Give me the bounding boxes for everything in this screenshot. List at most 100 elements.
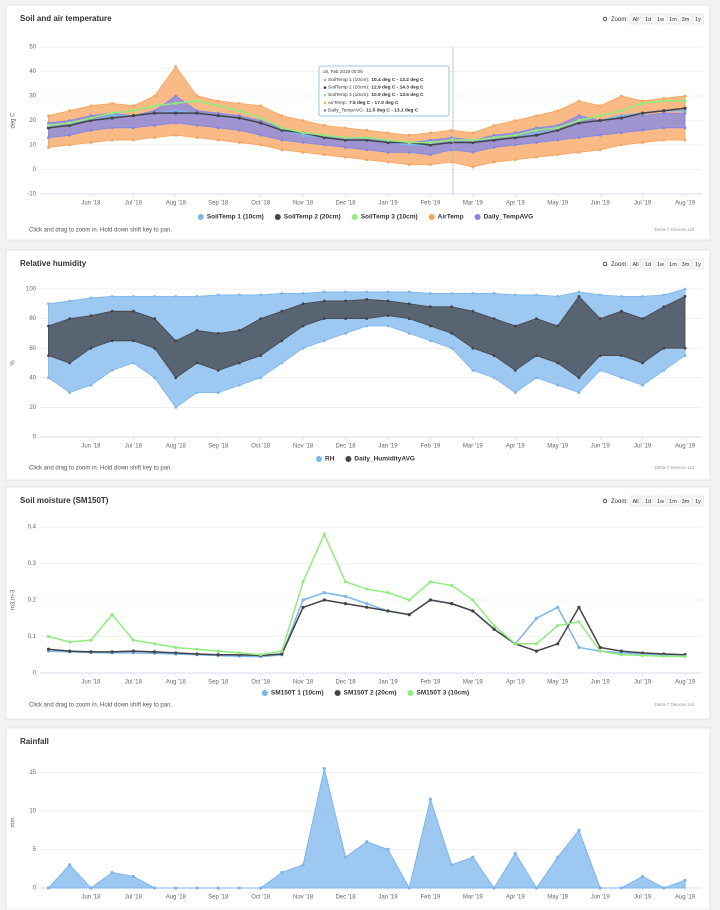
range-point: [556, 153, 560, 157]
zoom-button[interactable]: 3m: [679, 13, 692, 25]
point: [619, 649, 623, 653]
zoom-button-label: All: [632, 17, 638, 23]
range-point: [89, 346, 93, 350]
range-point: [450, 128, 454, 132]
point: [110, 116, 114, 120]
x-tick-label: Dec '18: [335, 201, 356, 207]
y-tick-label: 20: [29, 405, 36, 411]
zoom-button-label: 3m: [682, 17, 690, 23]
legend-item[interactable]: AirTemp: [428, 214, 464, 221]
legend-item[interactable]: SM150T 3 (10cm): [407, 690, 469, 697]
legend-label: SM150T 1 (10cm): [271, 690, 324, 697]
point: [89, 886, 93, 890]
x-tick-label: Aug '18: [166, 680, 187, 686]
zoom-button-bg: [692, 495, 704, 507]
legend-item[interactable]: SoilTemp 1 (10cm): [197, 214, 264, 221]
range-point: [280, 138, 284, 142]
range-point: [429, 163, 432, 167]
x-tick-label: Jun '19: [591, 895, 611, 901]
point: [365, 602, 369, 606]
point: [450, 602, 454, 606]
point: [556, 623, 560, 628]
zoom-button-label: 1y: [695, 17, 701, 23]
legend-symbol: [428, 214, 435, 220]
zoom-button-label: 1m: [669, 262, 677, 268]
range-point: [216, 99, 220, 103]
zoom-button[interactable]: 1m: [667, 258, 679, 270]
legend-symbol: [345, 456, 352, 462]
zoom-button[interactable]: All: [629, 495, 642, 507]
zoom-button[interactable]: All: [629, 13, 642, 25]
legend-item[interactable]: Daily_TempAVG: [474, 214, 534, 221]
point: [471, 598, 475, 602]
point: [259, 121, 263, 125]
y-tick-label: 80: [29, 316, 36, 322]
point: [428, 143, 433, 147]
range-point: [216, 332, 220, 335]
zoom-button-bg: [679, 258, 692, 270]
range-point: [365, 317, 369, 320]
range-point: [683, 354, 687, 357]
zoom-button[interactable]: 1y: [692, 258, 704, 270]
point: [131, 109, 135, 113]
x-tick-label: Aug '19: [675, 201, 696, 207]
point: [365, 605, 369, 609]
range-point: [89, 128, 93, 132]
zoom-button[interactable]: 1m: [667, 13, 679, 25]
range-point: [513, 369, 517, 372]
legend-item[interactable]: SoilTemp 2 (20cm): [274, 214, 341, 221]
point: [322, 532, 326, 536]
legend-item[interactable]: SoilTemp 3 (10cm): [351, 214, 418, 221]
range-point: [535, 126, 538, 130]
x-tick-label: Nov '18: [293, 201, 314, 207]
point: [110, 111, 114, 115]
zoom-button-label: All: [632, 262, 638, 268]
y-tick-label: 20: [29, 118, 36, 124]
tooltip-box: [318, 65, 450, 117]
zoom-button[interactable]: 1d: [642, 258, 654, 270]
zoom-button-bg: [692, 13, 704, 25]
tooltip-symbol: [323, 86, 327, 89]
zoom-button[interactable]: 3m: [679, 258, 692, 270]
legend-item[interactable]: SM150T 1 (10cm): [261, 690, 324, 697]
zoom-button[interactable]: All: [629, 258, 642, 270]
zoom-button-bg: [629, 495, 642, 507]
y-tick-label: 50: [29, 45, 36, 51]
x-tick-label: Nov '18: [293, 444, 314, 450]
tooltip-value: 12.9 deg C - 14.3 deg C: [371, 85, 424, 91]
zoom-button[interactable]: 1w: [654, 13, 667, 25]
legend-item[interactable]: RH: [316, 456, 335, 463]
point: [534, 133, 539, 137]
point: [110, 650, 114, 654]
range-point: [174, 65, 178, 68]
point: [640, 653, 645, 658]
range-point: [407, 290, 411, 294]
range-point: [450, 332, 454, 335]
zoom-button[interactable]: 1m: [667, 495, 679, 507]
range-point: [131, 138, 135, 142]
point: [598, 886, 602, 890]
zoom-button[interactable]: 1w: [654, 495, 667, 507]
range-point: [344, 126, 347, 130]
zoom-button[interactable]: 1y: [692, 13, 704, 25]
range-point: [513, 158, 517, 162]
zoom-button[interactable]: 3m: [679, 495, 692, 507]
legend-item[interactable]: SM150T 2 (20cm): [334, 690, 397, 697]
point: [280, 870, 284, 875]
zoom-button[interactable]: 1d: [642, 495, 654, 507]
range-point: [365, 297, 369, 301]
range-point: [450, 346, 454, 350]
y-tick-label: 0: [33, 435, 37, 441]
x-tick-label: Nov '18: [293, 895, 314, 901]
point: [386, 140, 390, 145]
zoom-button-label: All: [632, 499, 638, 505]
zoom-button[interactable]: 1y: [692, 495, 704, 507]
zoom-button[interactable]: 1w: [654, 258, 667, 270]
range-point: [619, 354, 623, 357]
range-point: [641, 128, 644, 132]
zoom-button[interactable]: 1d: [642, 13, 654, 25]
legend-item[interactable]: Daily_HumidityAVG: [345, 456, 415, 463]
x-tick-label: Aug '19: [675, 680, 696, 686]
range-point: [683, 295, 687, 298]
point: [640, 651, 645, 655]
